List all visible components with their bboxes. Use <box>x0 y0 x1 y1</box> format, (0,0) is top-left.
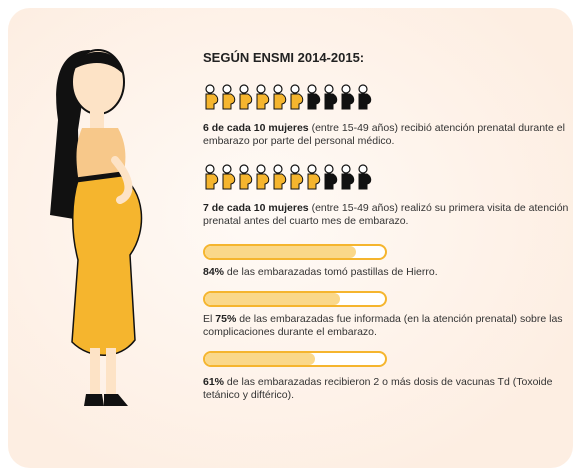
pictogram-icon <box>273 164 287 190</box>
progress-fill <box>205 353 315 365</box>
icon-head <box>239 84 249 94</box>
icon-head <box>358 164 368 174</box>
icon-head <box>205 84 215 94</box>
pictogram-icon <box>290 164 304 190</box>
description: 7 de cada 10 mujeres (entre 15-49 años) … <box>203 202 573 228</box>
pictogram-icon <box>290 84 304 110</box>
prefix: El <box>203 313 216 325</box>
highlight: 84% <box>203 266 225 278</box>
icon-head <box>205 164 215 174</box>
progress-fill <box>205 246 357 258</box>
icon-head <box>324 164 334 174</box>
woman-illustration <box>50 49 143 406</box>
pictogram-icon <box>256 84 270 110</box>
description: 61% de las embarazadas recibieron 2 o má… <box>203 376 573 402</box>
pictogram-icon <box>222 84 236 110</box>
pictogram-icon <box>341 84 355 110</box>
icon-head <box>273 164 283 174</box>
text: (entre 15-49 años) realizó su primera vi… <box>203 202 569 227</box>
pictogram-icon <box>341 164 355 190</box>
text: de las embarazadas fue informada (en la … <box>203 313 563 338</box>
text: de las embarazadas recibieron 2 o más do… <box>203 376 553 401</box>
icon-body <box>222 93 236 110</box>
icon-head <box>222 164 232 174</box>
icon-body <box>273 173 287 190</box>
icon-body <box>205 173 219 190</box>
icon-body <box>324 93 338 110</box>
text: de las embarazadas tomó pastillas de Hie… <box>224 266 438 278</box>
icon-head <box>256 164 266 174</box>
highlight: 7 de cada 10 mujeres <box>203 202 309 214</box>
icon-head <box>273 84 283 94</box>
pictogram-icon <box>273 84 287 110</box>
description: El 75% de las embarazadas fue informada … <box>203 313 573 339</box>
icon-head <box>324 84 334 94</box>
pictogram-icon <box>222 164 236 190</box>
highlight: 75% <box>215 313 237 325</box>
progress-track <box>203 291 387 307</box>
highlight: 61% <box>203 376 225 388</box>
icon-body <box>307 93 321 110</box>
text: (entre 15-49 años) recibió atención pren… <box>203 122 565 147</box>
icon-body <box>290 93 304 110</box>
pictogram-row <box>203 164 383 190</box>
pictogram-icon <box>239 164 253 190</box>
pictogram-icon <box>324 84 338 110</box>
icon-body <box>324 173 338 190</box>
icon-head <box>290 84 300 94</box>
pictogram-icon <box>205 164 219 190</box>
pictogram-icon <box>358 164 372 190</box>
icon-head <box>341 84 351 94</box>
progress-fill <box>205 293 340 305</box>
pictogram-icon <box>358 84 372 110</box>
description: 6 de cada 10 mujeres (entre 15-49 años) … <box>203 122 573 148</box>
pictogram-icon <box>307 84 321 110</box>
progress-track <box>203 244 387 260</box>
pictogram-icon <box>256 164 270 190</box>
pictogram <box>205 164 372 190</box>
icon-head <box>239 164 249 174</box>
icon-head <box>341 164 351 174</box>
pictogram-row <box>203 84 383 110</box>
pictogram-icon <box>239 84 253 110</box>
icon-body <box>341 173 355 190</box>
pictogram <box>205 84 372 110</box>
icon-head <box>358 84 368 94</box>
icon-body <box>256 93 270 110</box>
icon-body <box>341 93 355 110</box>
icon-body <box>239 93 253 110</box>
icon-body <box>358 173 372 190</box>
icon-body <box>290 173 304 190</box>
progress-track <box>203 351 387 367</box>
icon-head <box>222 84 232 94</box>
icon-head <box>256 84 266 94</box>
pictogram-icon <box>307 164 321 190</box>
pictogram-icon <box>205 84 219 110</box>
icon-body <box>205 93 219 110</box>
icon-body <box>256 173 270 190</box>
icon-head <box>290 164 300 174</box>
icon-body <box>307 173 321 190</box>
icon-body <box>358 93 372 110</box>
icon-head <box>307 84 317 94</box>
title: SEGÚN ENSMI 2014-2015: <box>203 50 365 65</box>
pictogram-icon <box>324 164 338 190</box>
icon-head <box>307 164 317 174</box>
icon-body <box>239 173 253 190</box>
icon-body <box>222 173 236 190</box>
icon-body <box>273 93 287 110</box>
description: 84% de las embarazadas tomó pastillas de… <box>203 266 573 279</box>
highlight: 6 de cada 10 mujeres <box>203 122 309 134</box>
